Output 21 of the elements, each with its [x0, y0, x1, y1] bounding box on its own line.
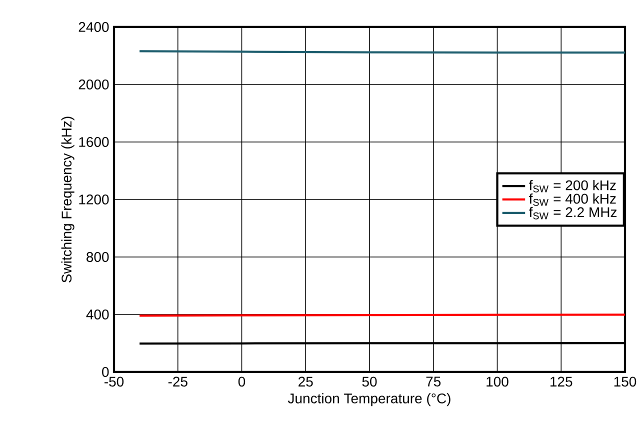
y-tick-label: 2400: [78, 22, 109, 32]
x-tick-label: 50: [362, 376, 377, 387]
x-tick-label: 75: [426, 376, 441, 386]
x-tick-label: 125: [550, 376, 572, 387]
y-tick-label: 400: [86, 310, 109, 320]
x-tick-label: -50: [104, 376, 124, 387]
x-tick-label: 150: [614, 376, 636, 387]
x-tick-label: -25: [168, 376, 188, 387]
y-tick-label: 800: [86, 252, 109, 262]
legend-label: f$_{SW}$ = 400 kHz: [529, 193, 616, 206]
legend-label: f$_{SW}$ = 200 kHz: [529, 180, 616, 192]
x-tick-label: 100: [486, 376, 508, 387]
x-tick-label: 25: [298, 376, 313, 387]
x-axis-title: Junction Temperature (°C): [288, 393, 450, 406]
y-tick-label: 1600: [79, 137, 109, 147]
y-tick-label: 0: [102, 367, 109, 377]
y-axis-title: Switching Frequency (kHz): [61, 116, 74, 282]
x-tick-label: 0: [238, 376, 246, 387]
y-tick-label: 2000: [78, 80, 109, 90]
legend-label: f$_{SW}$ = 2.2 MHz: [529, 206, 617, 220]
y-tick-label: 1200: [79, 194, 109, 204]
